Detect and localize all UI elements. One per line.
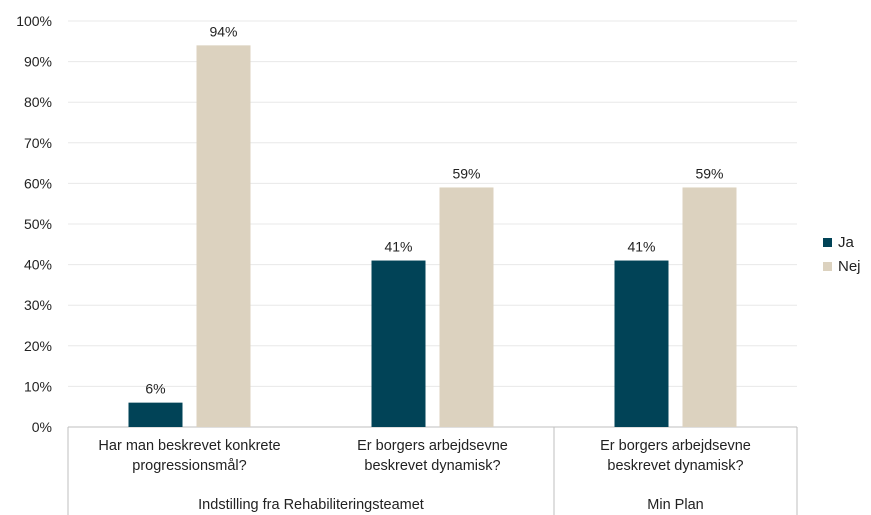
bar-ja-0 [128, 402, 183, 427]
legend-label-nej: Nej [838, 258, 861, 275]
y-tick-label: 60% [24, 175, 52, 191]
y-tick-label: 90% [24, 54, 52, 70]
x-group-label: Indstilling fra Rehabiliteringsteamet [198, 497, 424, 513]
bar-ja-2 [614, 260, 669, 427]
y-axis-ticks: 0% 10% 20% 30% 40% 50% 60% 70% 80% 90% 100% [16, 13, 52, 435]
gridlines [68, 20, 797, 428]
y-tick-label: 30% [24, 297, 52, 313]
data-label: 6% [145, 381, 165, 397]
y-tick-label: 70% [24, 135, 52, 151]
data-label: 41% [627, 239, 655, 255]
bar-nej-0 [196, 45, 251, 428]
y-tick-label: 50% [24, 216, 52, 232]
y-tick-label: 100% [16, 13, 52, 29]
x-category-label: progressionsmål? [132, 458, 246, 474]
x-axis: Har man beskrevet konkrete progressionsmå… [67, 427, 798, 515]
data-label: 41% [384, 239, 412, 255]
data-labels: 6% 41% 41% 94% 59% 59% [145, 23, 723, 396]
bar-ja-1 [371, 260, 426, 427]
y-tick-label: 20% [24, 338, 52, 354]
y-tick-label: 0% [32, 419, 52, 435]
x-category-label: Har man beskrevet konkrete [98, 438, 280, 454]
x-category-label: Er borgers arbejdsevne [600, 438, 751, 454]
bar-nej-2 [682, 187, 737, 427]
bar-nej-1 [439, 187, 494, 427]
y-tick-label: 40% [24, 257, 52, 273]
legend: Ja Nej [823, 234, 861, 275]
data-label: 59% [452, 165, 480, 181]
y-tick-label: 10% [24, 378, 52, 394]
data-label: 59% [695, 165, 723, 181]
bars [128, 45, 737, 428]
data-label: 94% [209, 23, 237, 39]
x-category-label: beskrevet dynamisk? [607, 458, 743, 474]
x-category-label: beskrevet dynamisk? [364, 458, 500, 474]
legend-swatch-nej [823, 262, 832, 271]
x-category-label: Er borgers arbejdsevne [357, 438, 508, 454]
x-group-label: Min Plan [647, 497, 703, 513]
legend-label-ja: Ja [838, 234, 855, 251]
y-tick-label: 80% [24, 94, 52, 110]
legend-swatch-ja [823, 238, 832, 247]
